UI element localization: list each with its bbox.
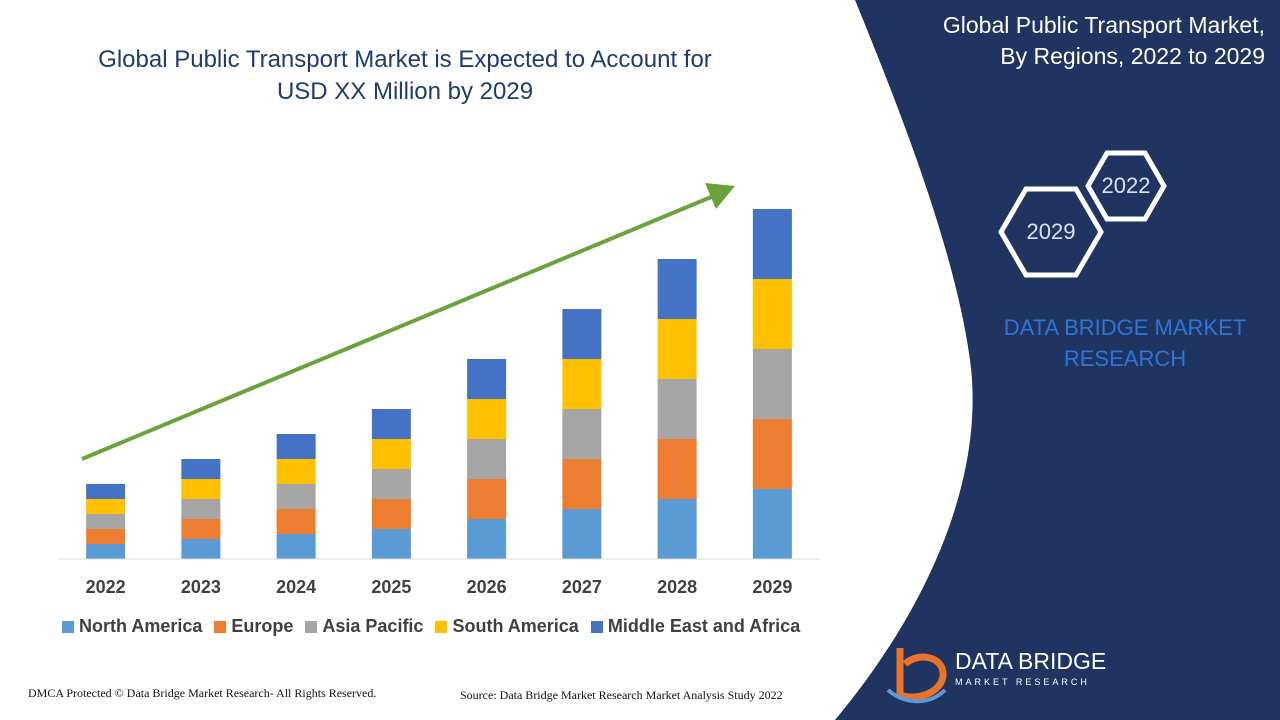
legend-label: Asia Pacific	[322, 616, 424, 636]
bar-2027-middle-east-and-africa	[562, 309, 602, 359]
legend-item-north-america: North America	[62, 616, 202, 637]
side-title-line2: By Regions, 2022 to 2029	[1000, 43, 1265, 69]
chart-legend: North America Europe Asia Pacific South …	[62, 616, 812, 637]
bar-2026-north-america	[467, 519, 507, 559]
chart-title-line1: Global Public Transport Market is Expect…	[98, 46, 712, 73]
chart-title: Global Public Transport Market is Expect…	[60, 44, 750, 108]
logo-name: DATA BRIDGE	[955, 648, 1107, 674]
legend-item-south-america: South America	[435, 616, 579, 637]
bar-2028-north-america	[657, 499, 697, 559]
bar-2026-middle-east-and-africa	[467, 359, 507, 399]
trend-arrow	[81, 183, 735, 461]
bar-2023-europe	[181, 519, 221, 539]
x-tick-labels: 2022 2023 2024 2025 2026 2027 2028 2029	[86, 577, 793, 597]
bar-2022-north-america	[86, 544, 126, 559]
x-tick-label: 2028	[657, 577, 697, 597]
trend-arrow-head	[705, 183, 735, 209]
side-panel-title: Global Public Transport Market, By Regio…	[880, 10, 1265, 72]
bar-2023-north-america	[181, 539, 221, 559]
legend-label: Middle East and Africa	[607, 616, 801, 636]
chart-title-line2: USD XX Million by 2029	[276, 78, 534, 105]
brand-line1: DATA BRIDGE MARKET	[1003, 315, 1247, 340]
legend-item-europe: Europe	[214, 616, 293, 637]
bar-2028-south-america	[657, 319, 697, 379]
bar-2022-europe	[86, 529, 126, 544]
trend-arrow-line	[81, 193, 717, 461]
hexagon-2022	[1085, 150, 1167, 222]
x-tick-label: 2024	[276, 577, 316, 597]
bar-2027-europe	[562, 459, 602, 509]
bar-2022-south-america	[86, 499, 126, 514]
bar-2022-asia-pacific	[86, 514, 126, 529]
legend-label: Europe	[231, 616, 294, 636]
legend-swatch	[214, 620, 227, 633]
legend-swatch	[62, 620, 74, 633]
bar-2027-north-america	[562, 509, 602, 559]
bar-2024-middle-east-and-africa	[276, 434, 316, 459]
legend-swatch	[590, 620, 603, 633]
bar-2025-north-america	[371, 529, 411, 559]
bar-2023-middle-east-and-africa	[181, 459, 221, 479]
bar-2025-asia-pacific	[371, 469, 411, 499]
x-tick-label: 2025	[371, 577, 411, 597]
bars-layer	[86, 209, 792, 559]
hex-label-2029: 2029	[1026, 219, 1076, 244]
legend-label: North America	[79, 616, 203, 636]
bar-2025-south-america	[371, 439, 411, 469]
bar-2028-middle-east-and-africa	[657, 259, 697, 319]
bar-2023-south-america	[181, 479, 221, 499]
navy-side-panel	[835, 0, 1280, 720]
hex-label-2022: 2022	[1101, 173, 1151, 198]
bar-2026-asia-pacific	[467, 439, 507, 479]
bar-2029-middle-east-and-africa	[752, 209, 792, 279]
bar-2024-europe	[276, 509, 316, 534]
brand-line2: RESEARCH	[1063, 346, 1187, 371]
footer-source: Source: Data Bridge Market Research Mark…	[460, 688, 783, 702]
bar-2029-north-america	[752, 489, 792, 559]
bar-2028-europe	[657, 439, 697, 499]
x-tick-label: 2023	[181, 577, 221, 597]
legend-label: South America	[452, 616, 579, 636]
bar-2026-south-america	[467, 399, 507, 439]
logo-mark-icon	[886, 648, 947, 704]
x-tick-label: 2026	[467, 577, 507, 597]
x-tick-label: 2029	[752, 577, 792, 597]
bar-2028-asia-pacific	[657, 379, 697, 439]
bar-2027-asia-pacific	[562, 409, 602, 459]
bar-2029-south-america	[752, 279, 792, 349]
bar-2023-asia-pacific	[181, 499, 221, 519]
bar-2025-middle-east-and-africa	[371, 409, 411, 439]
legend-item-middle-east-africa: Middle East and Africa	[590, 616, 801, 637]
bar-2029-asia-pacific	[752, 349, 792, 419]
bar-2022-middle-east-and-africa	[86, 484, 126, 499]
brand-text: DATA BRIDGE MARKET RESEARCH	[975, 312, 1275, 374]
bar-2024-asia-pacific	[276, 484, 316, 509]
bar-2024-north-america	[276, 534, 316, 559]
x-tick-label: 2022	[86, 577, 126, 597]
side-title-line1: Global Public Transport Market,	[942, 12, 1265, 38]
bar-2025-europe	[371, 499, 411, 529]
x-tick-label: 2027	[562, 577, 602, 597]
bar-2024-south-america	[276, 459, 316, 484]
hexagon-2029	[998, 186, 1104, 278]
footer-copyright: DMCA Protected © Data Bridge Market Rese…	[28, 686, 377, 700]
legend-swatch	[305, 620, 318, 633]
legend-swatch	[435, 620, 448, 633]
bar-2026-europe	[467, 479, 507, 519]
legend-item-asia-pacific: Asia Pacific	[305, 616, 423, 637]
bar-2029-europe	[752, 419, 792, 489]
bar-2027-south-america	[562, 359, 602, 409]
logo-subtitle: MARKET RESEARCH	[955, 677, 1090, 687]
